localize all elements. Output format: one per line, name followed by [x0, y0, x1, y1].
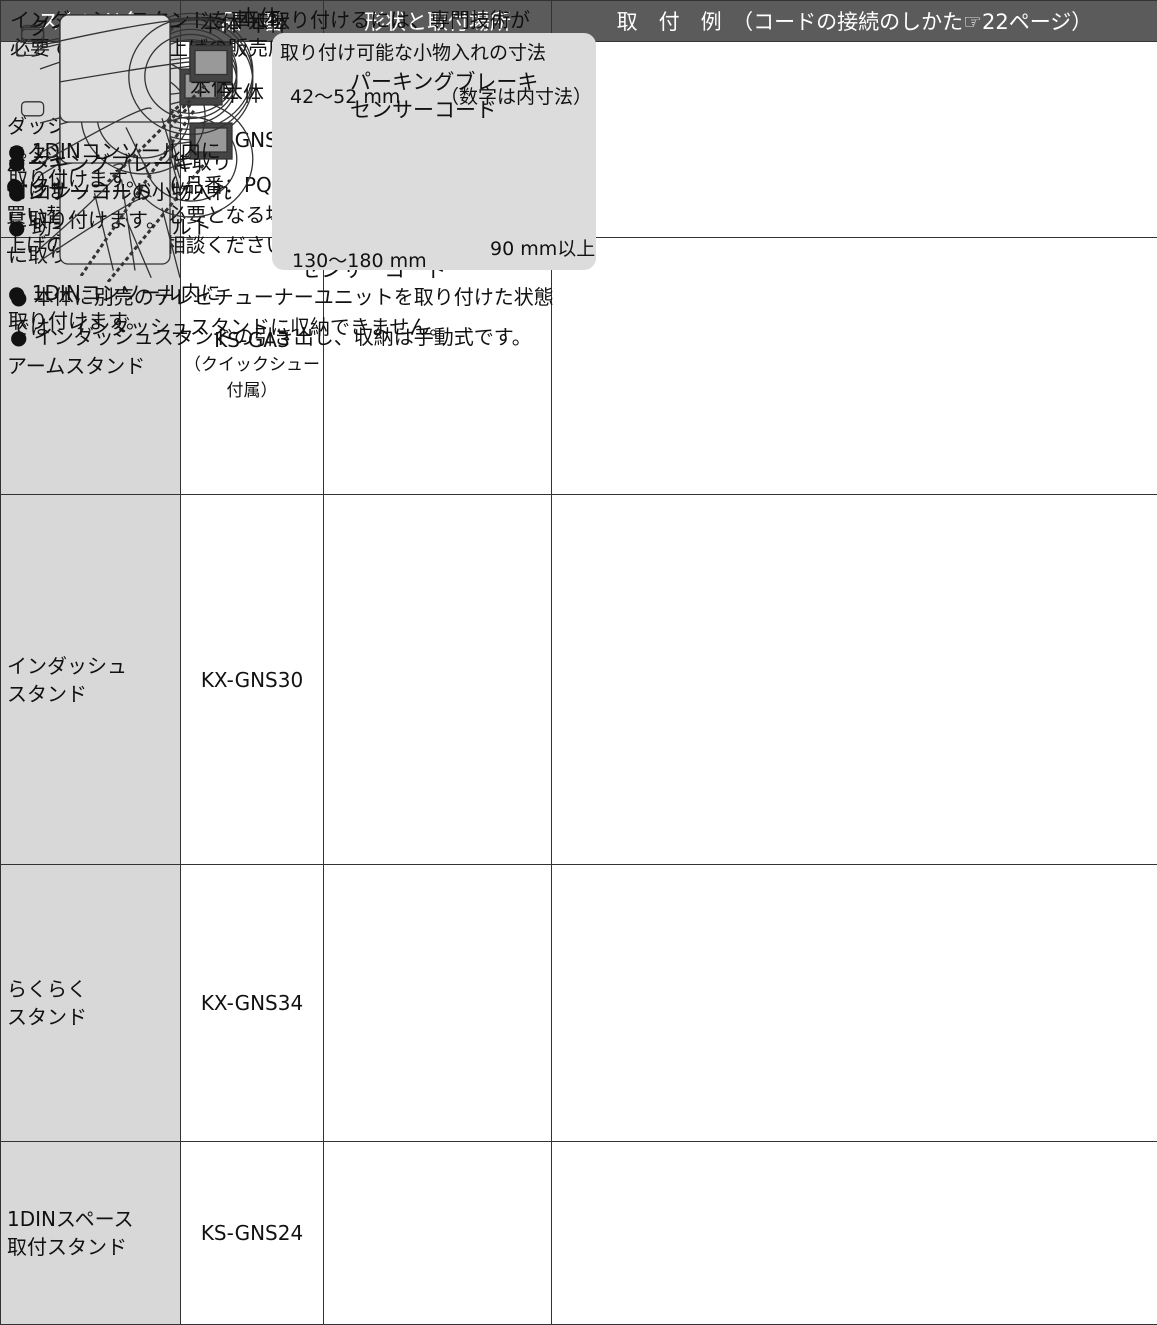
text-line: ● インダッシュスタンドの引き出し、収納は手動式です。 [10, 322, 532, 352]
cell: ● 1DINコンソール内に取り付けます。 [324, 1142, 551, 1324]
header-cell: 取 付 例 （コードの接続のしかた☞22ページ） [552, 1, 1157, 42]
dimension-width: 130～180 mm [292, 247, 427, 275]
stand-name: インダッシュスタンド [7, 652, 180, 708]
example-cell: 本体パーキングブレーキセンサーコード [552, 1142, 1157, 1325]
callout-label: パーキングブレーキセンサーコード [350, 68, 538, 124]
text-line: 取付スタンド [7, 1233, 180, 1261]
model-cell: KX-GNS30 [181, 495, 324, 865]
example-cell: 本体カーバッテリーコードパーキングブレーキセンサーコード● クイックシュー( 品… [552, 238, 1157, 495]
model-number: KX-GNS34 [181, 991, 323, 1015]
stand-name: 1DINスペース取付スタンド [7, 1205, 180, 1261]
text-line: 本体 [238, 4, 280, 32]
shape-cell: ● コンソールの小物入れに取り付けます。 [324, 865, 552, 1142]
shape-cell: ● 1DINコンソール内に取り付けます。 [324, 1142, 552, 1325]
cell: 本体カーバッテリーコードパーキングブレーキセンサーコード● クイックシュー( 品… [552, 238, 1157, 494]
shape-cell: ● 1DINコンソール内に取り付けます。 [324, 495, 552, 865]
cell: ● 1DINコンソール内に取り付けます。 [324, 495, 551, 864]
note-text: ● インダッシュスタンドの引き出し、収納は手動式です。 [10, 322, 532, 352]
text-line: 1DINスペース [7, 1205, 180, 1233]
name-cell: らくらくスタンド [1, 865, 181, 1142]
model-number: KS-GNS24 [181, 1221, 323, 1245]
model-number: KX-GNS30 [181, 668, 323, 692]
cell: 本体パーキングブレーキセンサーコード [552, 1142, 1157, 1324]
text-line: ● 本体に別売のテレビチューナーユニットを取り付けた状態 [10, 282, 554, 312]
cell: ● コンソールの小物入れに取り付けます。 [324, 865, 551, 1141]
dimension-depth: 90 mm以上 [490, 235, 595, 263]
name-cell: インダッシュスタンド [1, 495, 181, 865]
stand-name: らくらくスタンド [7, 975, 180, 1031]
cell: インダッシュスタンドを車に取り付けるには、専門技術が必要です。お買い上げの販売店… [552, 495, 1157, 864]
name-cell: 1DINスペース取付スタンド [1, 1142, 181, 1325]
example-cell: 本体カーバッテリーコードパーキングブレーキセンサーコード [552, 42, 1157, 238]
text-line: スタンド [7, 1003, 180, 1031]
text-line: インダッシュ [7, 652, 180, 680]
illustration [0, 0, 360, 182]
text-line: 付属） [181, 378, 323, 404]
text-line: スタンド [7, 680, 180, 708]
example-cell: インダッシュスタンドを車に取り付けるには、専門技術が必要です。お買い上げの販売店… [552, 495, 1157, 865]
table-body: ダッシュボードスタンドKX-GNS06● ダッシュボードに取り付けます。 本体カ… [1, 42, 1157, 1325]
text-line: らくらく [7, 975, 180, 1003]
model-cell: KX-GNS34 [181, 865, 324, 1142]
model-cell: KS-GNS24 [181, 1142, 324, 1325]
text-line: センサーコード [350, 96, 538, 124]
text-line: パーキングブレーキ [350, 68, 538, 96]
cell: 本体カーバッテリーコードパーキングブレーキセンサーコード [552, 42, 1157, 237]
callout-label: 本体 [238, 4, 280, 32]
